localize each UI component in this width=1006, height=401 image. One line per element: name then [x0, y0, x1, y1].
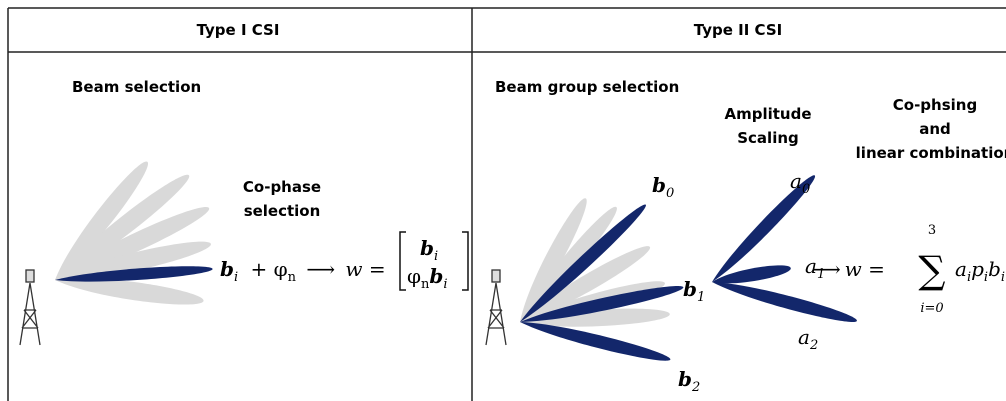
symbol: b	[420, 236, 434, 260]
sum-upper: 3	[928, 223, 936, 238]
symbol: a	[790, 169, 802, 193]
subscript: 0	[666, 186, 674, 201]
arrow: ⟶	[812, 257, 841, 281]
symbol: b	[678, 367, 692, 391]
subscript: n	[288, 270, 297, 285]
symbol: w =	[345, 257, 385, 281]
subscript: i	[443, 277, 447, 292]
amplitude-label: a0	[790, 169, 810, 197]
formula-terms: aipibi	[955, 257, 1005, 285]
beam-patterns	[48, 156, 859, 365]
sum-sign: ∑	[918, 248, 945, 292]
beam-label: b1	[683, 277, 705, 305]
step-label: Beam selection	[72, 78, 201, 96]
phase-label: Co-phase	[243, 178, 321, 196]
amplitude-label: a2	[798, 325, 818, 353]
beam-label: b0	[652, 173, 674, 201]
subscript: 0	[802, 182, 810, 197]
symbol: b	[988, 257, 1001, 281]
phase-label: selection	[244, 202, 321, 220]
subscript: 1	[697, 290, 705, 305]
symbol: w =	[845, 257, 885, 281]
combine-label: and	[919, 120, 951, 138]
amplitude-label: Amplitude	[724, 105, 811, 123]
arrow: ⟶	[306, 257, 335, 281]
subscript: i	[234, 270, 238, 285]
symbol: b	[683, 277, 697, 301]
sum-lower: i=0	[920, 301, 943, 316]
antenna-tower	[486, 270, 506, 345]
subscript: 2	[809, 338, 818, 353]
formula: ⟶w =	[812, 257, 885, 281]
symbol: b	[652, 173, 666, 197]
subscript: 2	[691, 380, 700, 395]
symbol: p	[971, 257, 984, 281]
matrix-entry: φnbi	[407, 264, 448, 292]
column-header: Type II CSI	[694, 21, 782, 39]
step-label: Beam group selection	[495, 78, 679, 96]
beam-label: b2	[678, 367, 700, 395]
symbol: + φ	[251, 257, 288, 281]
column-header: Type I CSI	[197, 21, 280, 39]
antenna-tower	[20, 270, 40, 345]
formula: bi + φn ⟶ w =	[220, 257, 386, 286]
subscript: i	[434, 249, 438, 264]
symbol: a	[955, 257, 967, 281]
beam-lobe	[710, 276, 858, 327]
symbol: a	[798, 325, 810, 349]
combine-label: Co-phsing	[893, 96, 977, 114]
subscript: i	[1001, 270, 1005, 285]
symbol: φ	[407, 264, 421, 288]
combine-label: linear combination	[856, 144, 1006, 162]
symbol: b	[429, 264, 443, 288]
amplitude-label: Scaling	[737, 129, 799, 147]
matrix-entry: bi	[420, 236, 438, 264]
symbol: b	[220, 257, 234, 281]
diagram: Type I CSI Type II CSI Beam selection Be…	[0, 0, 1006, 401]
